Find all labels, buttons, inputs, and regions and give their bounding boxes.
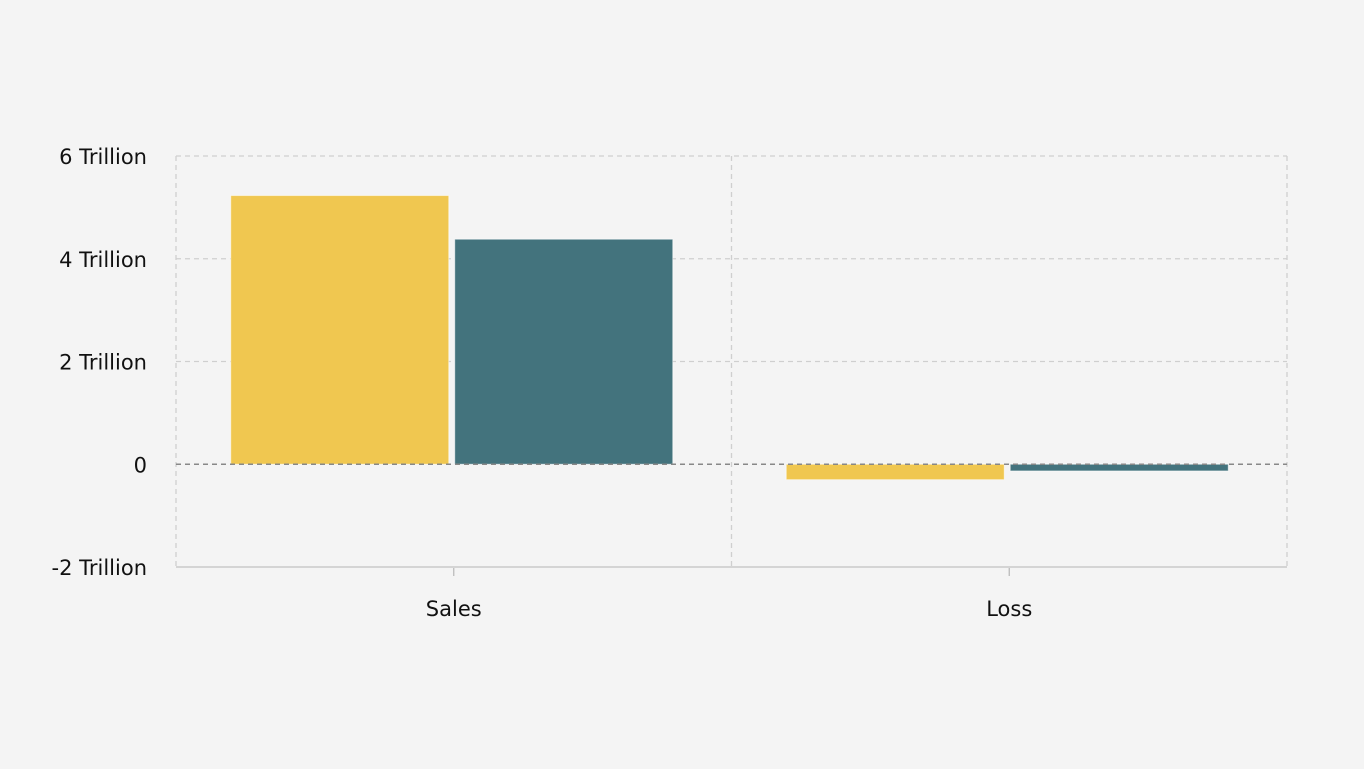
y-tick-label: 0: [134, 453, 147, 477]
y-tick-label: 2 Trillion: [59, 351, 147, 375]
x-tick-label: Loss: [986, 597, 1032, 621]
x-tick-label: Sales: [426, 597, 482, 621]
bar-sales-series-2: [454, 238, 674, 465]
y-tick-label: 6 Trillion: [59, 145, 147, 169]
bar-loss-series-1: [785, 463, 1005, 481]
y-tick-label: -2 Trillion: [52, 556, 147, 580]
y-tick-label: 4 Trillion: [59, 248, 147, 272]
bar-sales-series-1: [230, 195, 450, 465]
bar-loss-series-2: [1009, 463, 1229, 472]
